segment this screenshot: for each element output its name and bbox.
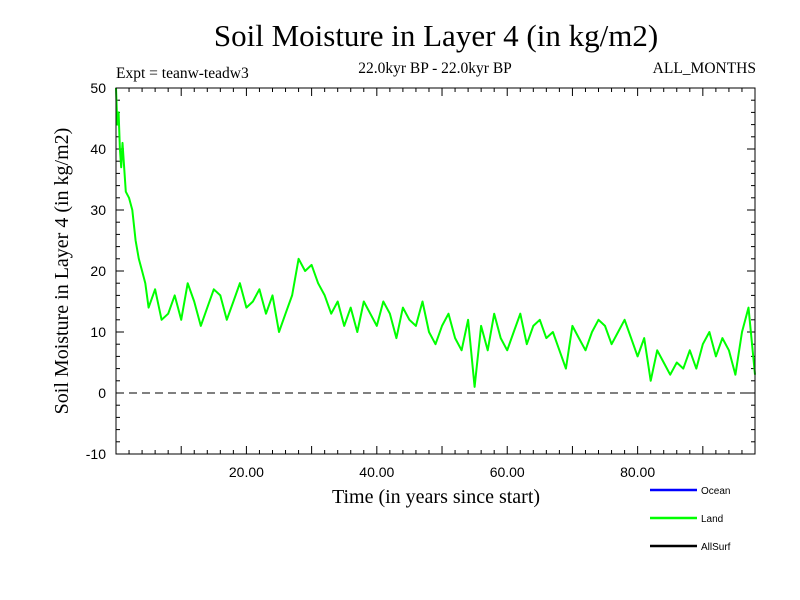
chart-title: Soil Moisture in Layer 4 (in kg/m2) bbox=[214, 18, 658, 53]
x-tick-label: 20.00 bbox=[229, 464, 264, 480]
legend: Ocean Land AllSurf bbox=[650, 486, 731, 553]
y-tick-label: 30 bbox=[90, 202, 106, 218]
x-tick-label: 40.00 bbox=[359, 464, 394, 480]
period-label: 22.0kyr BP - 22.0kyr BP bbox=[358, 60, 512, 77]
y-tick-label: 20 bbox=[90, 263, 106, 279]
y-tick-label: 10 bbox=[90, 324, 106, 340]
plot-frame bbox=[115, 87, 756, 455]
y-axis-tick-labels: 50 40 30 20 10 0 -10 bbox=[86, 80, 106, 462]
legend-label-allsurf: AllSurf bbox=[701, 542, 731, 553]
x-tick-label: 80.00 bbox=[620, 464, 655, 480]
y-axis-ticks bbox=[116, 87, 755, 455]
y-tick-label: 50 bbox=[90, 80, 106, 96]
legend-label-land: Land bbox=[701, 514, 723, 525]
y-axis-label: Soil Moisture in Layer 4 (in kg/m2) bbox=[51, 128, 73, 415]
series-line-land bbox=[115, 87, 756, 388]
y-tick-label: 40 bbox=[90, 141, 106, 157]
x-axis-label: Time (in years since start) bbox=[332, 486, 540, 508]
months-label: ALL_MONTHS bbox=[653, 60, 756, 77]
y-tick-label: 0 bbox=[98, 385, 106, 401]
x-tick-label: 60.00 bbox=[490, 464, 525, 480]
legend-label-ocean: Ocean bbox=[701, 486, 730, 497]
experiment-label: Expt = teanw-teadw3 bbox=[116, 65, 249, 82]
x-axis-tick-labels: 20.00 40.00 60.00 80.00 bbox=[229, 464, 655, 480]
y-tick-label: -10 bbox=[86, 446, 106, 462]
x-axis-ticks bbox=[128, 88, 743, 454]
